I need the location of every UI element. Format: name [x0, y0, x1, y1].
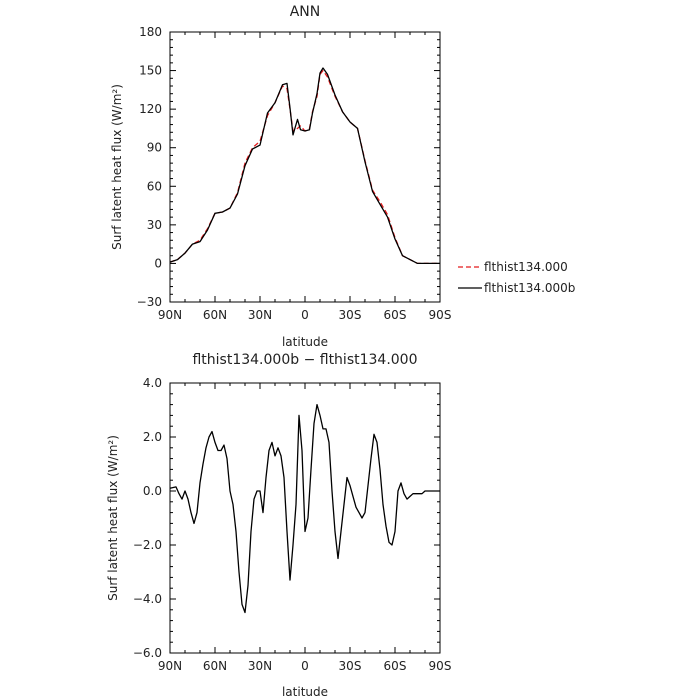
- y-tick-label: 30: [147, 218, 162, 232]
- x-tick-label: 60S: [384, 308, 407, 322]
- y-tick-label: −6.0: [133, 646, 162, 660]
- x-tick-label: 90S: [429, 308, 452, 322]
- x-tick-label: 90N: [158, 308, 182, 322]
- x-tick-label: 90N: [158, 659, 182, 673]
- series-line-2: [169, 67, 440, 265]
- x-tick-label: 90S: [429, 659, 452, 673]
- x-tick-label: 60S: [384, 659, 407, 673]
- legend-label-series-2: flthist134.000b: [484, 281, 575, 295]
- y-tick-label: −2.0: [133, 538, 162, 552]
- bottom-x-axis-label: latitude: [282, 685, 328, 699]
- legend: flthist134.000 flthist134.000b: [458, 260, 575, 295]
- top-y-axis-label: Surf latent heat flux (W/m²): [110, 84, 124, 250]
- y-tick-label: 90: [147, 141, 162, 155]
- y-tick-label: −30: [137, 295, 162, 309]
- bottom-y-axis-label: Surf latent heat flux (W/m²): [106, 435, 120, 601]
- legend-label-series-1: flthist134.000: [484, 260, 568, 274]
- series-line-1: [169, 403, 440, 614]
- y-tick-label: 180: [139, 25, 162, 39]
- top-x-axis-label: latitude: [282, 335, 328, 349]
- x-tick-label: 30S: [339, 659, 362, 673]
- x-tick-label: 60N: [203, 659, 227, 673]
- y-tick-label: 120: [139, 102, 162, 116]
- y-tick-label: 60: [147, 179, 162, 193]
- x-tick-label: 30N: [248, 659, 272, 673]
- y-tick-label: 0.0: [143, 484, 162, 498]
- bottom-panel: flthist134.000b − flthist134.000 90N 60N 3…: [106, 352, 451, 699]
- x-tick-label: 30S: [339, 308, 362, 322]
- y-tick-label: −4.0: [133, 592, 162, 606]
- top-plot-frame: [169, 31, 441, 303]
- x-tick-label: 0: [301, 308, 309, 322]
- series-line-1: [169, 69, 440, 265]
- y-tick-label: 0: [154, 256, 162, 270]
- top-panel: ANN 90N 60N 30N 0 30S 60S 90S −30 0 30 60 90 120 150…: [110, 4, 575, 349]
- bottom-panel-title: flthist134.000b − flthist134.000: [192, 352, 417, 368]
- y-tick-label: 150: [139, 64, 162, 78]
- y-tick-label: 4.0: [143, 376, 162, 390]
- top-panel-title: ANN: [290, 4, 321, 20]
- x-tick-label: 30N: [248, 308, 272, 322]
- x-tick-label: 60N: [203, 308, 227, 322]
- y-tick-label: 2.0: [143, 430, 162, 444]
- x-tick-label: 0: [301, 659, 309, 673]
